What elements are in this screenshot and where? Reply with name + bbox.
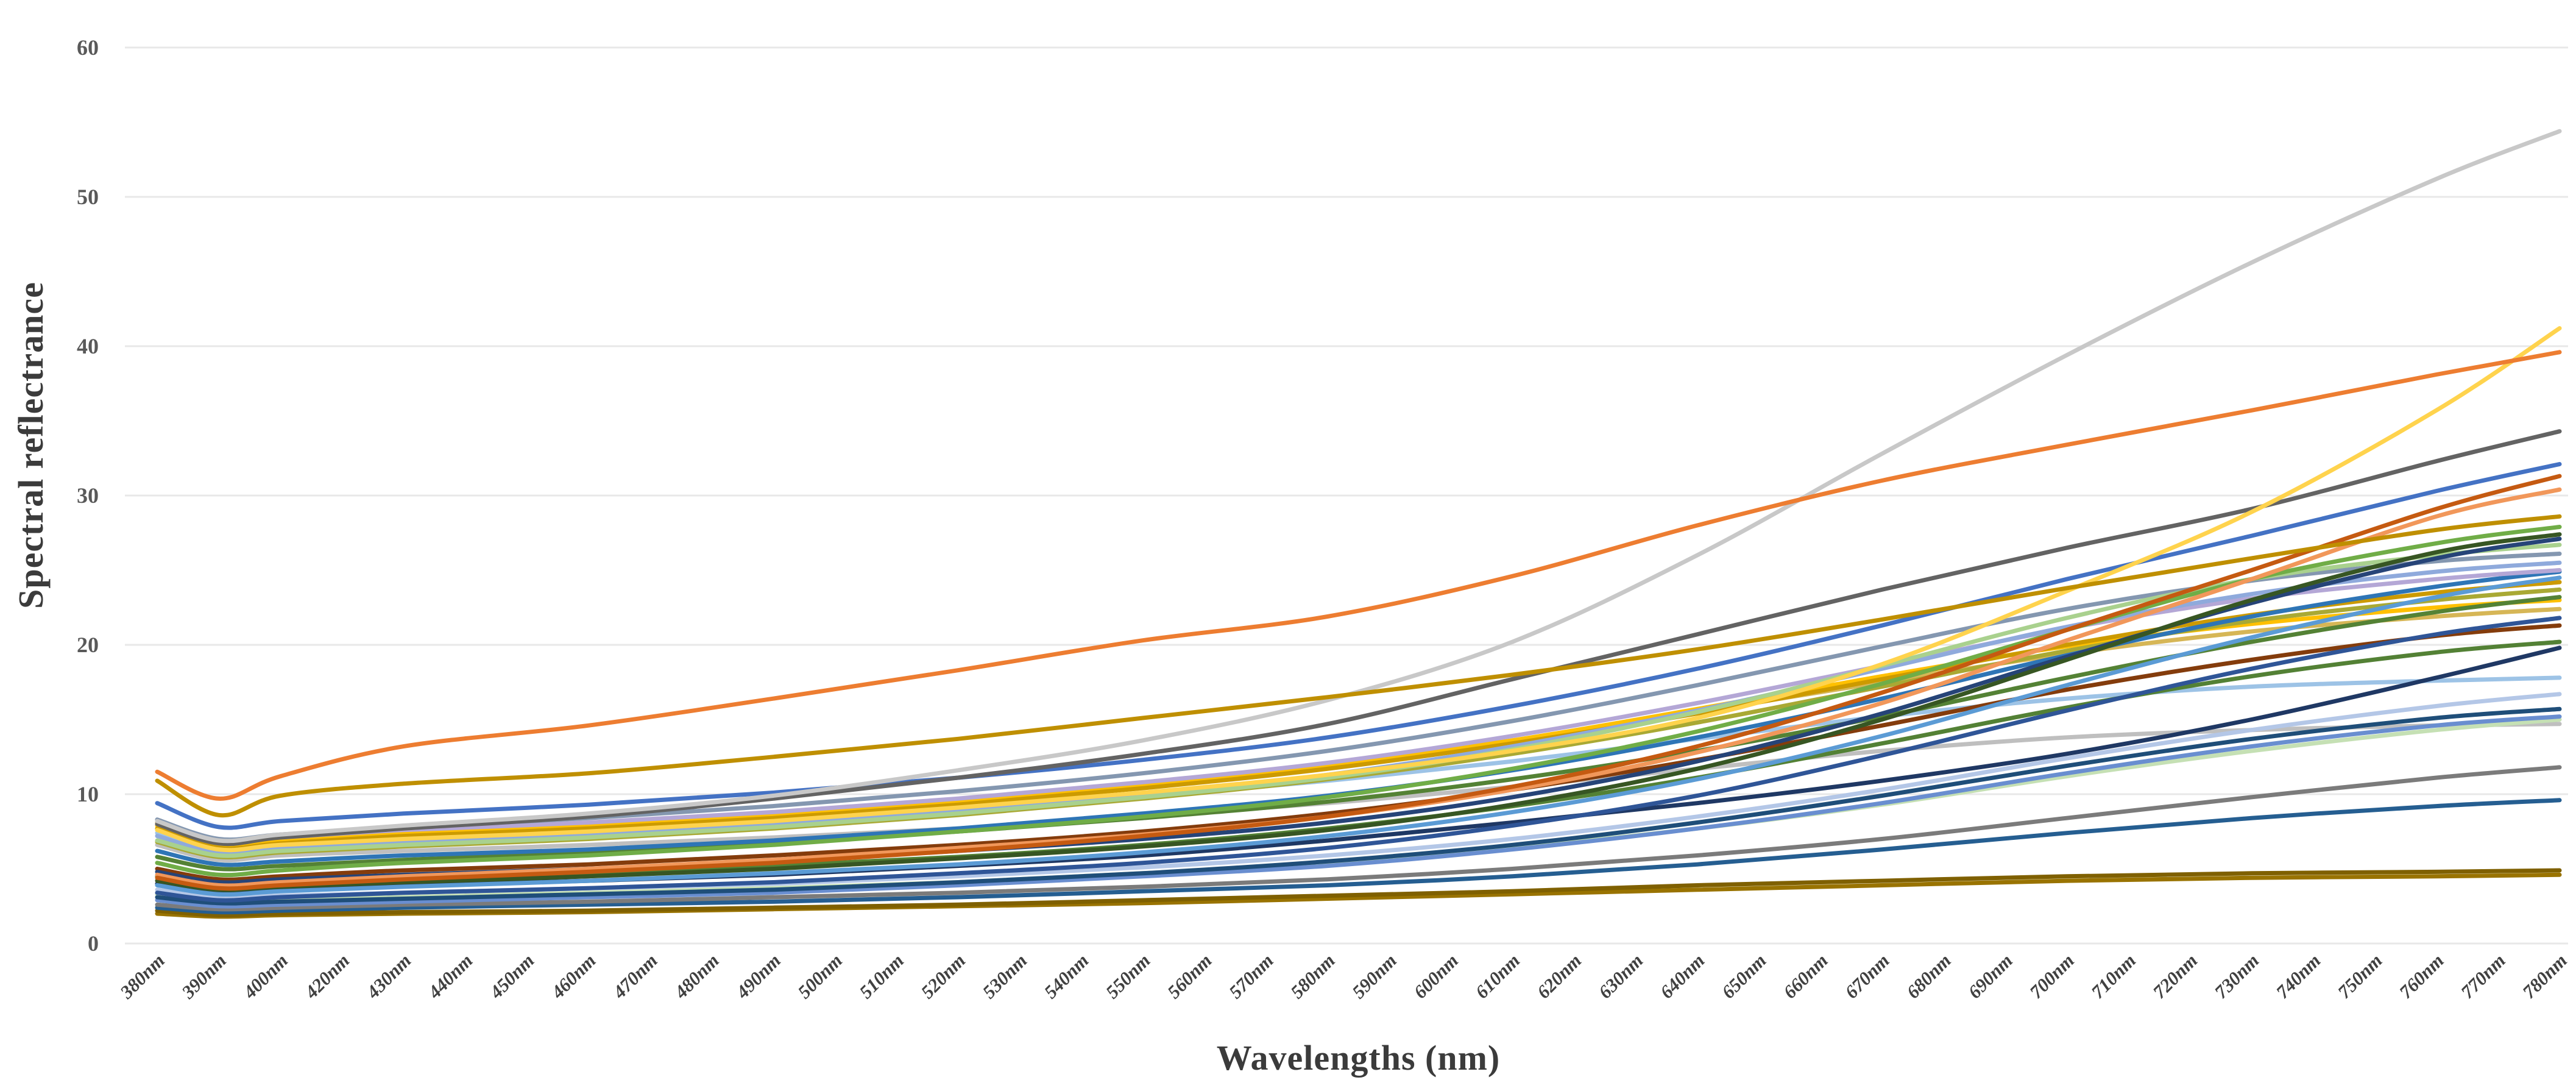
x-tick-label-650nm: 650nm (1718, 950, 1771, 1003)
series-line-sample-07 (155, 474, 2562, 891)
x-tick-label-560nm: 560nm (1163, 950, 1216, 1003)
x-tick-label-610nm: 610nm (1471, 950, 1524, 1003)
x-tick-label-470nm: 470nm (608, 950, 662, 1003)
x-tick-label-770nm: 770nm (2457, 950, 2510, 1003)
x-tick-label-580nm: 580nm (1286, 950, 1339, 1003)
y-axis-title: Spectral reflectrance (10, 232, 51, 658)
series-line-sample-23 (155, 616, 2562, 903)
series-line-sample-02 (155, 514, 2562, 818)
series-line-sample-24 (155, 623, 2562, 882)
x-tick-label-700nm: 700nm (2025, 950, 2078, 1003)
y-tick-label-60: 60 (77, 35, 99, 60)
x-tick-label-500nm: 500nm (793, 950, 846, 1003)
x-tick-label-780nm: 780nm (2518, 950, 2571, 1003)
x-tick-label-690nm: 690nm (1964, 950, 2017, 1003)
x-tick-label-440nm: 440nm (423, 950, 477, 1003)
y-axis-title-text: Spectral reflectrance (10, 281, 51, 609)
series-line-sample-01 (155, 350, 2562, 801)
x-tick-label-570nm: 570nm (1225, 950, 1278, 1003)
series-line-sample-06 (155, 462, 2562, 830)
series-line-sample-12 (155, 542, 2562, 858)
x-tick-label-400nm: 400nm (239, 950, 292, 1003)
x-tick-label-380nm: 380nm (115, 950, 169, 1003)
x-tick-label-450nm: 450nm (485, 950, 539, 1003)
series-line-sample-33 (155, 765, 2562, 912)
series-line-sample-04 (155, 326, 2562, 853)
x-tick-label-710nm: 710nm (2087, 950, 2140, 1003)
series-line-sample-05 (155, 429, 2562, 847)
x-tick-label-430nm: 430nm (362, 950, 416, 1003)
y-tick-label-0: 0 (88, 931, 99, 956)
x-tick-label-640nm: 640nm (1656, 950, 1709, 1003)
y-tick-label-30: 30 (77, 483, 99, 508)
x-axis-title: Wavelengths (nm) (1216, 1038, 1501, 1078)
x-tick-label-720nm: 720nm (2148, 950, 2201, 1003)
y-tick-label-20: 20 (77, 633, 99, 657)
x-tick-label-730nm: 730nm (2210, 950, 2263, 1003)
series-line-sample-10 (155, 532, 2562, 892)
x-tick-label-590nm: 590nm (1348, 950, 1401, 1003)
y-tick-label-40: 40 (77, 334, 99, 358)
x-tick-label-510nm: 510nm (855, 950, 908, 1003)
x-tick-label-540nm: 540nm (1040, 950, 1093, 1003)
y-tick-label-50: 50 (77, 185, 99, 209)
x-tick-label-760nm: 760nm (2395, 950, 2448, 1003)
x-tick-label-620nm: 620nm (1532, 950, 1585, 1003)
x-tick-label-740nm: 740nm (2272, 950, 2325, 1003)
x-tick-label-530nm: 530nm (978, 950, 1031, 1003)
x-tick-label-750nm: 750nm (2334, 950, 2387, 1003)
series-line-sample-30 (155, 714, 2562, 909)
x-tick-label-520nm: 520nm (916, 950, 969, 1003)
x-tick-label-630nm: 630nm (1594, 950, 1647, 1003)
x-tick-label-660nm: 660nm (1779, 950, 1832, 1003)
series-line-sample-34 (155, 798, 2562, 915)
x-tick-label-460nm: 460nm (547, 950, 600, 1003)
x-tick-label-490nm: 490nm (731, 950, 785, 1003)
series-line-sample-03 (155, 129, 2562, 844)
y-tick-label-10: 10 (77, 782, 99, 806)
series-line-sample-29 (155, 706, 2562, 906)
x-tick-label-390nm: 390nm (177, 950, 230, 1003)
series-line-sample-17 (155, 575, 2562, 897)
x-tick-label-550nm: 550nm (1102, 950, 1155, 1003)
x-tick-label-480nm: 480nm (670, 950, 723, 1003)
x-tick-label-600nm: 600nm (1409, 950, 1462, 1003)
series-line-sample-35 (155, 868, 2562, 918)
x-tick-label-420nm: 420nm (300, 950, 354, 1003)
series-line-sample-09 (155, 525, 2562, 878)
x-tick-label-670nm: 670nm (1841, 950, 1894, 1003)
x-tick-label-680nm: 680nm (1902, 950, 1955, 1003)
